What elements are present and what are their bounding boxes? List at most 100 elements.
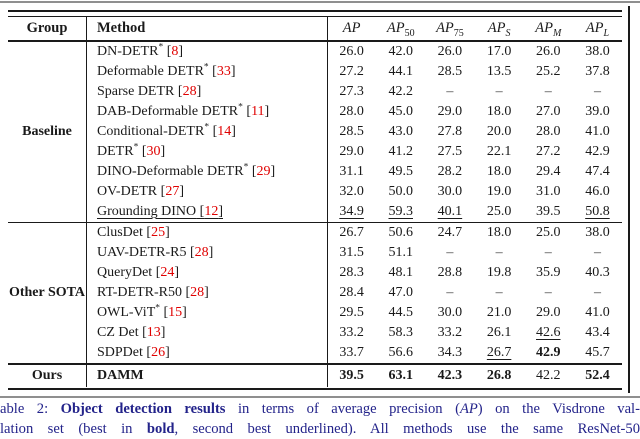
value-cell: 25.0 <box>524 225 573 241</box>
header-metric: AP75 <box>425 20 474 37</box>
value-cell: 28.4 <box>327 285 376 301</box>
caption-line-1: able 2: Object detection results in term… <box>0 400 640 420</box>
value-cell: 33.2 <box>327 325 376 341</box>
value-cell: 33.2 <box>425 325 474 341</box>
asterisk: * <box>238 102 243 112</box>
value-cell: 40.3 <box>573 265 622 281</box>
group-label: Other SOTA <box>8 223 86 363</box>
caption-segment: in terms of average precision ( <box>225 401 459 417</box>
metric-base: AP <box>535 20 553 36</box>
caption-segment: bold <box>147 421 175 437</box>
method-cell: QueryDet [24] <box>86 265 327 281</box>
value-cell: – <box>524 245 573 261</box>
value-cell: 38.0 <box>573 44 622 60</box>
method-name: QueryDet [24] <box>97 265 179 280</box>
value-cell: 50.0 <box>376 184 425 200</box>
value-cell: 39.5 <box>327 368 376 384</box>
method-cell: DAB-Deformable DETR* [11] <box>86 104 327 120</box>
value-cell: 29.0 <box>524 305 573 321</box>
value-cell: 59.3 <box>376 204 425 220</box>
header-metric: APS <box>475 20 524 37</box>
method-name: DINO-Deformable DETR* [29] <box>97 164 275 179</box>
header-group: Group <box>8 20 86 37</box>
value-cell: 26.8 <box>475 368 524 384</box>
value-cell: 32.0 <box>327 184 376 200</box>
method-cell: Sparse DETR [28] <box>86 84 327 100</box>
caption-segment: , second best underlined). All methods u… <box>175 421 640 437</box>
value-cell: 28.2 <box>425 164 474 180</box>
value-cell: 21.0 <box>475 305 524 321</box>
value-cell: 41.0 <box>573 305 622 321</box>
method-name: Conditional-DETR* [14] <box>97 124 236 139</box>
method-name: OV-DETR [27] <box>97 184 184 199</box>
value-cell: 42.9 <box>573 144 622 160</box>
value-cell: 28.5 <box>327 124 376 140</box>
asterisk: * <box>134 142 139 152</box>
value-cell: 44.1 <box>376 64 425 80</box>
method-cell: OV-DETR [27] <box>86 184 327 200</box>
value-cell: 42.0 <box>376 44 425 60</box>
value-cell: 45.7 <box>573 345 622 361</box>
value-cell: 50.6 <box>376 225 425 241</box>
group-label: Ours <box>8 365 86 388</box>
metric-subscript: S <box>505 28 510 39</box>
method-name: OWL-ViT* [15] <box>97 305 187 320</box>
value-cell: 18.0 <box>475 104 524 120</box>
column-separator-group <box>86 17 87 387</box>
table-caption: able 2: Object detection results in term… <box>0 400 640 439</box>
value-cell: – <box>524 84 573 100</box>
value-cell: 35.9 <box>524 265 573 281</box>
value-cell: 42.3 <box>425 368 474 384</box>
table-bottom-rule <box>8 388 622 391</box>
method-name: DAB-Deformable DETR* [11] <box>97 104 269 119</box>
method-name: DETR* [30] <box>97 144 165 159</box>
asterisk: * <box>204 122 209 132</box>
value-cell: – <box>475 285 524 301</box>
value-cell: 28.0 <box>524 124 573 140</box>
value-cell: 27.2 <box>327 64 376 80</box>
method-cell: DN-DETR* [8] <box>86 44 327 60</box>
value-cell: 29.0 <box>425 104 474 120</box>
value-cell: 20.0 <box>475 124 524 140</box>
value-cell: 50.8 <box>573 204 622 220</box>
method-cell: SDPDet [26] <box>86 345 327 361</box>
value-cell: 40.1 <box>425 204 474 220</box>
value-cell: 26.0 <box>327 44 376 60</box>
value-cell: 28.8 <box>425 265 474 281</box>
value-cell: 18.0 <box>475 225 524 241</box>
value-cell: 42.9 <box>524 345 573 361</box>
value-cell: 27.8 <box>425 124 474 140</box>
value-cell: 22.1 <box>475 144 524 160</box>
method-cell: CZ Det [13] <box>86 325 327 341</box>
value-cell: 41.0 <box>573 124 622 140</box>
value-cell: – <box>425 285 474 301</box>
page-right-rule <box>628 6 630 393</box>
method-cell: ClusDet [25] <box>86 225 327 241</box>
value-cell: 47.0 <box>376 285 425 301</box>
value-cell: 49.5 <box>376 164 425 180</box>
value-cell: 27.5 <box>425 144 474 160</box>
method-name: ClusDet [25] <box>97 225 170 240</box>
citation-number: 14 <box>217 124 231 139</box>
metric-subscript: 50 <box>405 28 415 39</box>
citation-number: 28 <box>190 285 204 300</box>
value-cell: 33.7 <box>327 345 376 361</box>
value-cell: 26.1 <box>475 325 524 341</box>
value-cell: 13.5 <box>475 64 524 80</box>
metric-base: AP <box>488 20 506 36</box>
value-cell: 26.7 <box>475 345 524 361</box>
header-metric: APM <box>524 20 573 37</box>
value-cell: 28.0 <box>327 104 376 120</box>
citation-number: 25 <box>151 225 165 240</box>
method-cell: Conditional-DETR* [14] <box>86 124 327 140</box>
citation-number: 28 <box>183 84 197 99</box>
